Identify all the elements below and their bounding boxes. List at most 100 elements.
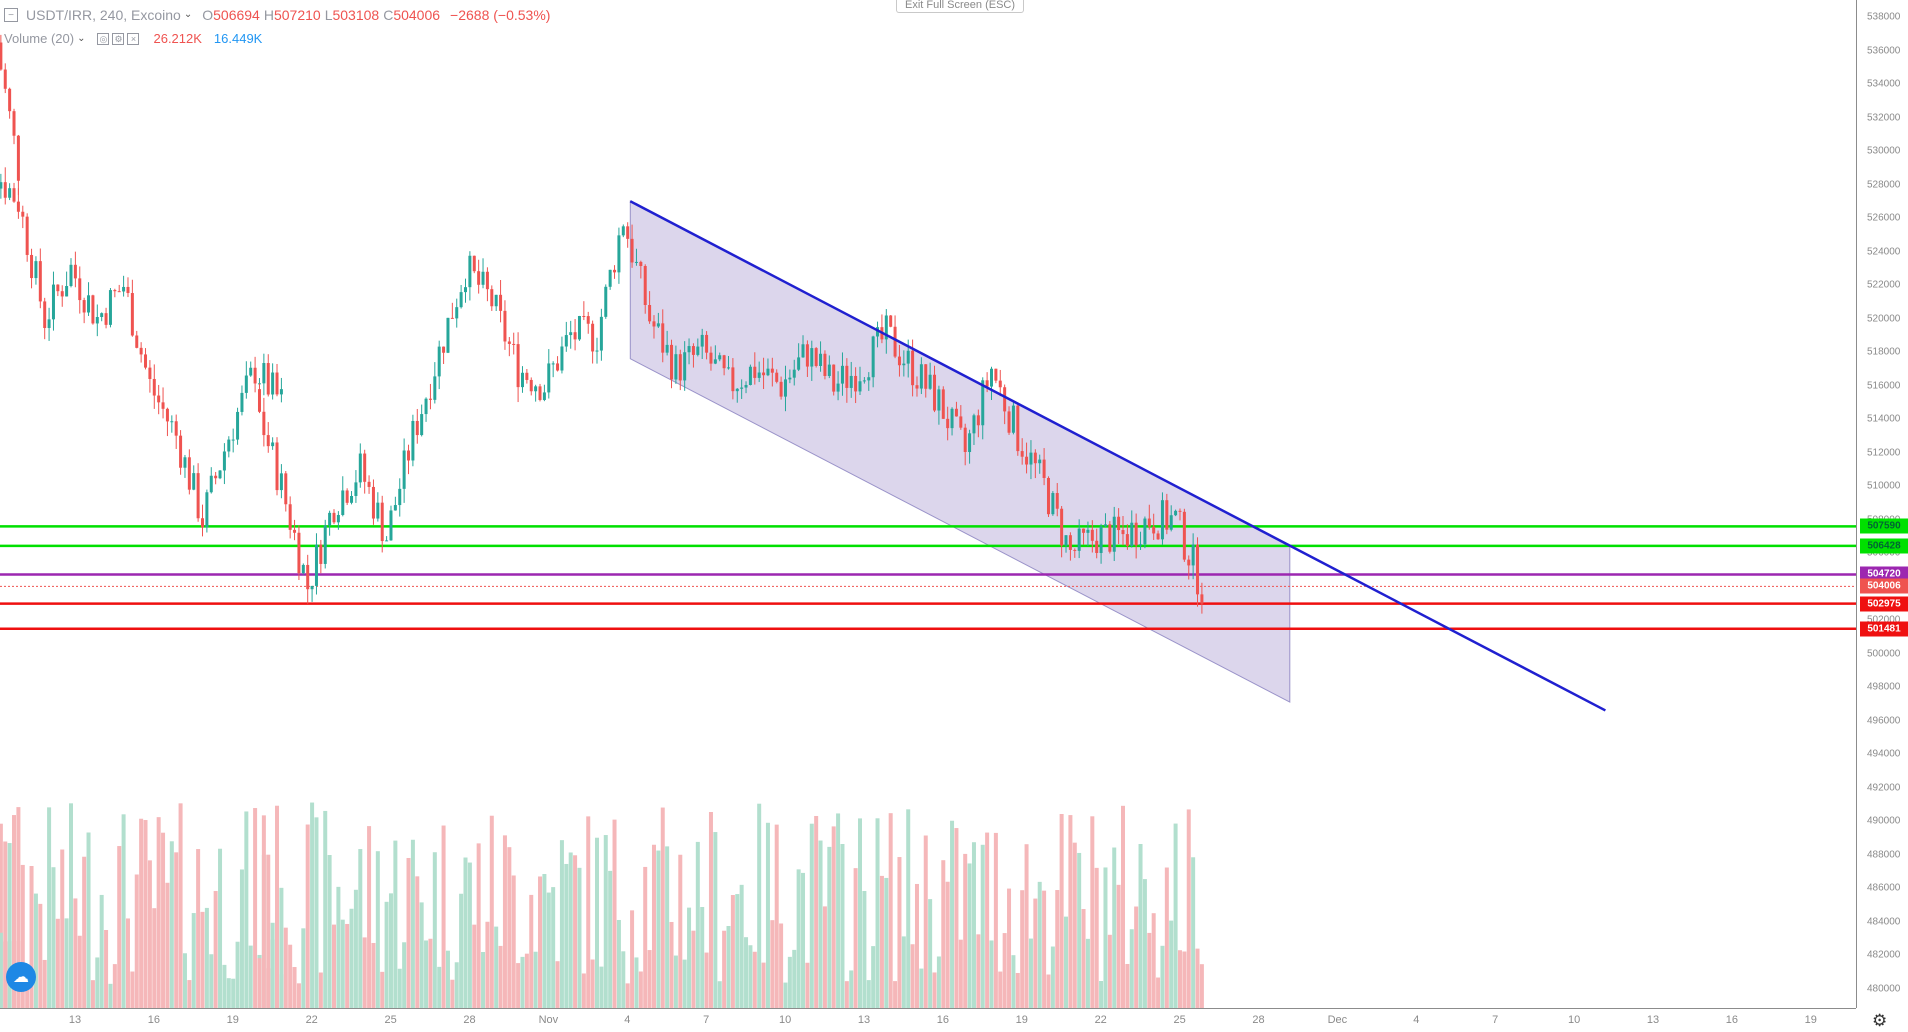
candle-body bbox=[494, 294, 498, 307]
volume-bar bbox=[752, 951, 757, 1008]
time-tick-label: 28 bbox=[1252, 1014, 1265, 1026]
candle-body bbox=[1165, 500, 1169, 530]
volume-bar bbox=[853, 868, 858, 1008]
descending-trendline[interactable] bbox=[629, 200, 1606, 712]
volume-bar bbox=[318, 972, 323, 1008]
candle-body bbox=[1125, 534, 1129, 546]
candle-body bbox=[512, 343, 516, 345]
candle-body bbox=[341, 490, 345, 515]
candle-body bbox=[196, 473, 200, 519]
candle-body bbox=[187, 457, 191, 490]
chevron-down-icon[interactable]: ⌄ bbox=[183, 9, 193, 20]
price-axis[interactable]: 538000 536000 534000 532000 530000 528000 5260… bbox=[1856, 0, 1908, 1008]
candle-body bbox=[477, 271, 481, 285]
collapse-icon[interactable]: − bbox=[4, 8, 18, 22]
settings-small-icon[interactable]: ⚙ bbox=[112, 33, 125, 45]
volume-bar bbox=[38, 903, 43, 1008]
volume-bar bbox=[866, 980, 871, 1008]
volume-bar bbox=[761, 962, 766, 1008]
remove-icon[interactable]: × bbox=[127, 33, 140, 45]
time-tick-label: 13 bbox=[1646, 1014, 1660, 1026]
price-level-label[interactable]: 504720 bbox=[1860, 566, 1908, 582]
volume-bar bbox=[818, 840, 823, 1008]
candle-body bbox=[770, 368, 774, 373]
volume-bar bbox=[231, 978, 236, 1008]
candle-body bbox=[937, 389, 941, 411]
volume-bar bbox=[1147, 932, 1152, 1008]
volume-bar bbox=[651, 844, 656, 1008]
volume-bar bbox=[139, 818, 144, 1008]
price-tick-label: 536000 bbox=[1867, 45, 1901, 56]
volume-bar bbox=[708, 812, 713, 1008]
candle-body bbox=[135, 335, 139, 348]
price-level-label[interactable]: 502975 bbox=[1860, 596, 1908, 612]
volume-bar bbox=[678, 854, 683, 1008]
volume-label[interactable]: Volume (20) bbox=[4, 31, 75, 46]
volume-bar bbox=[533, 951, 538, 1008]
price-level-label[interactable]: 501481 bbox=[1860, 621, 1908, 637]
volume-bar bbox=[1191, 857, 1196, 1008]
volume-bar bbox=[643, 866, 648, 1008]
candle-body bbox=[8, 188, 12, 198]
volume-bar bbox=[638, 971, 643, 1008]
volume-bar bbox=[481, 952, 486, 1008]
candle-body bbox=[117, 291, 121, 293]
volume-bar bbox=[441, 825, 446, 1008]
volume-bar bbox=[108, 983, 113, 1008]
volume-bar bbox=[1195, 948, 1200, 1008]
volume-bar bbox=[546, 892, 551, 1008]
volume-bar bbox=[1050, 946, 1055, 1008]
volume-bar bbox=[209, 954, 214, 1008]
price-tick-label: 512000 bbox=[1867, 447, 1901, 458]
volume-bar bbox=[424, 940, 429, 1008]
candle-body bbox=[420, 414, 424, 436]
volume-bar bbox=[901, 936, 906, 1008]
candle-body bbox=[1152, 526, 1156, 534]
volume-bar bbox=[559, 840, 564, 1008]
candle-body bbox=[1038, 459, 1042, 464]
volume-bar bbox=[836, 813, 841, 1008]
volume-bar bbox=[581, 973, 586, 1008]
volume-bar bbox=[253, 808, 258, 1008]
volume-bar bbox=[573, 855, 578, 1008]
price-level-label[interactable]: 507590 bbox=[1860, 518, 1908, 534]
chart-canvas[interactable] bbox=[0, 0, 1856, 1008]
candle-body bbox=[205, 492, 209, 528]
eye-icon[interactable]: ◎ bbox=[97, 33, 110, 45]
price-level-label[interactable]: 506428 bbox=[1860, 538, 1908, 554]
close-value: 504006 bbox=[393, 7, 441, 23]
candle-body bbox=[569, 332, 573, 336]
price-tick-label: 530000 bbox=[1867, 145, 1901, 157]
chevron-down-icon[interactable]: ⌄ bbox=[77, 33, 86, 44]
volume-bar bbox=[893, 981, 898, 1008]
gear-icon[interactable]: ⚙ bbox=[1872, 1011, 1888, 1030]
volume-bar bbox=[1151, 913, 1156, 1008]
price-tick-label: 488000 bbox=[1867, 849, 1901, 860]
candle-body bbox=[683, 352, 687, 381]
candle-body bbox=[148, 367, 152, 379]
candle-body bbox=[34, 261, 38, 279]
candle-body bbox=[1003, 387, 1007, 412]
price-tick-label: 480000 bbox=[1867, 983, 1901, 994]
volume-bar bbox=[200, 911, 205, 1008]
tradingview-logo-icon[interactable]: ☁ bbox=[6, 962, 36, 992]
volume-bar bbox=[371, 942, 376, 1008]
volume-bar bbox=[292, 967, 297, 1008]
price-level-label[interactable]: 504006 bbox=[1860, 578, 1908, 594]
volume-bar bbox=[388, 893, 393, 1008]
volume-bar bbox=[239, 869, 244, 1008]
volume-bar bbox=[384, 901, 389, 1008]
symbol-label[interactable]: USDT/IRR, 240, Excoino bbox=[26, 7, 181, 23]
candle-body bbox=[503, 310, 507, 342]
volume-bar bbox=[314, 817, 319, 1008]
exit-fullscreen-button[interactable]: Exit Full Screen (ESC) bbox=[896, 0, 1025, 13]
channel-fill[interactable] bbox=[629, 200, 1291, 703]
price-tick-label: 526000 bbox=[1867, 212, 1901, 224]
volume-bar bbox=[796, 869, 801, 1008]
candle-body bbox=[157, 395, 161, 403]
volume-bar bbox=[507, 847, 512, 1008]
volume-bar bbox=[349, 908, 354, 1008]
candle-body bbox=[122, 286, 126, 292]
time-axis[interactable]: 13 16 19 22 25 28 Nov 4 7 10 13 16 19 22 25 28 Dec 4 7 10 13… bbox=[0, 1008, 1856, 1032]
candle-body bbox=[687, 346, 691, 353]
